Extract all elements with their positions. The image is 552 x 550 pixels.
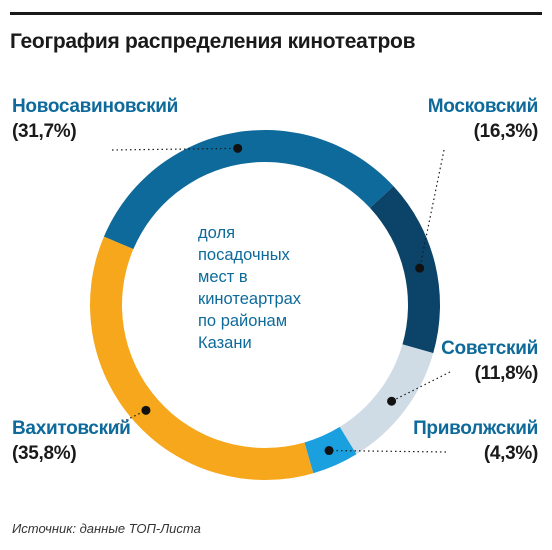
value-label: (35,8%): [12, 443, 77, 464]
donut-slice: [339, 344, 434, 455]
leader-line: [329, 449, 447, 453]
donut-slice: [369, 186, 440, 354]
center-line: доля: [198, 224, 236, 242]
source-note: Источник: данные ТОП-Листа: [12, 521, 201, 536]
category-label: Вахитовский: [12, 418, 131, 439]
value-label: (11,8%): [474, 363, 539, 384]
category-label: Московский: [427, 96, 539, 117]
chart-title: География распределения кинотеатров: [10, 30, 416, 53]
category-label: Новосавиновский: [12, 96, 179, 117]
label-novosavinovsky: Новосавиновский (31,7%): [12, 94, 178, 144]
slice-marker-dot: [387, 396, 397, 406]
center-line: кинотеартрах: [198, 290, 302, 308]
leader-line: [111, 147, 238, 151]
leader-line: [391, 371, 451, 402]
donut-slice: [90, 236, 314, 480]
slice-marker-dot: [141, 405, 151, 415]
value-label: (4,3%): [483, 443, 538, 464]
label-sovetsky: Советский (11,8%): [441, 336, 538, 386]
slice-marker-dot: [415, 263, 425, 273]
center-line: посадочных: [198, 246, 290, 264]
slice-marker-dot: [233, 143, 243, 153]
category-label: Приволжский: [413, 418, 538, 439]
top-rule: [10, 12, 542, 15]
label-privolzhsky: Приволжский (4,3%): [413, 416, 538, 466]
label-moskovsky: Московский (16,3%): [427, 94, 539, 144]
center-caption: доля посадочных мест в кинотеартрах по р…: [198, 222, 358, 354]
value-label: (31,7%): [12, 121, 77, 142]
label-vakhitovsky: Вахитовский (35,8%): [12, 416, 131, 466]
center-line: мест в: [198, 268, 248, 286]
slice-marker-dot: [324, 446, 334, 456]
category-label: Советский: [441, 338, 538, 359]
value-label: (16,3%): [473, 121, 539, 142]
donut-slice: [103, 129, 394, 250]
center-line: по районам: [198, 312, 288, 330]
center-line: Казани: [198, 334, 252, 352]
